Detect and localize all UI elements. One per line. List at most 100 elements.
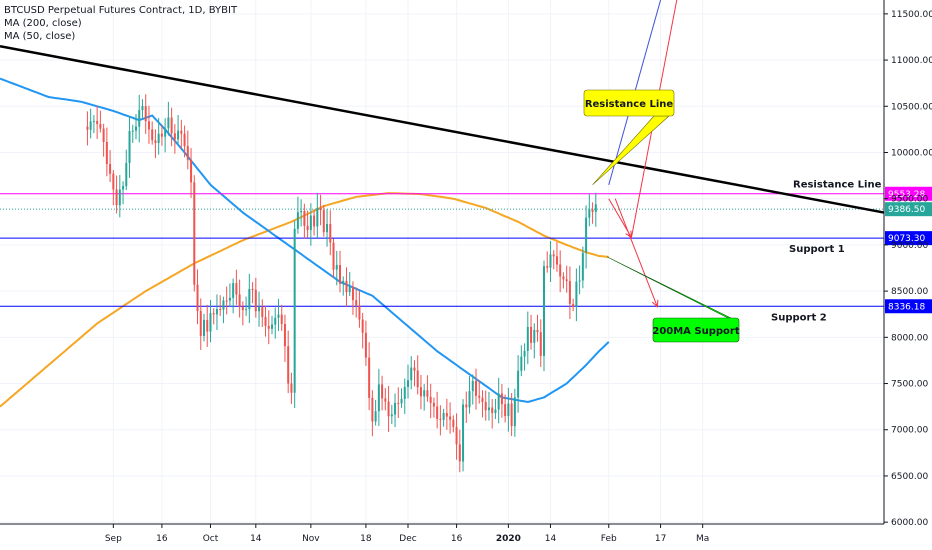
candle (500, 384, 503, 418)
candle-body (105, 141, 108, 165)
annotations: Resistance Line Resistance Line Support 1 S… (583, 89, 882, 343)
candle-body (232, 283, 235, 298)
candle-body (371, 397, 374, 422)
candle (423, 383, 426, 411)
projection-red-down-support2 (614, 198, 658, 308)
x-tick-label: 16 (156, 534, 168, 544)
y-tick-label: 6500.00 (891, 472, 928, 482)
y-tick-label: 9000.00 (891, 241, 928, 251)
last-price-tag-label: 9386.50 (888, 205, 925, 215)
candle-body (397, 402, 400, 404)
candle-body (112, 173, 115, 190)
candle-body (517, 370, 520, 398)
candle (167, 101, 170, 136)
candle (449, 402, 452, 434)
candle (222, 296, 225, 324)
candle-body (345, 280, 348, 293)
candle-body (248, 288, 251, 310)
candle (193, 175, 196, 292)
candle (585, 205, 588, 269)
candle-body (387, 401, 390, 417)
candle-body (575, 281, 578, 307)
candle (177, 115, 180, 145)
candle (520, 345, 523, 377)
candle (358, 290, 361, 328)
candle (86, 111, 89, 146)
candle (287, 330, 290, 394)
candle-body (235, 283, 238, 295)
candle-body (92, 120, 95, 122)
candle-body (283, 324, 286, 347)
candle (432, 397, 435, 418)
y-tick-label: 7000.00 (891, 426, 928, 436)
candle (455, 413, 458, 460)
candle (319, 194, 322, 226)
candle-body (413, 367, 416, 371)
candle-body (193, 182, 196, 285)
legend-ma50[interactable]: MA (50, close) (4, 31, 76, 42)
candle-body (115, 189, 118, 206)
candle (442, 408, 445, 427)
candle (300, 199, 303, 227)
legend-title[interactable]: BTCUSD Perpetual Futures Contract, 1D, B… (4, 5, 238, 16)
candle-body (546, 266, 549, 268)
projection-red-down-support2-arrow (651, 299, 659, 308)
candle-body (572, 303, 575, 307)
candle (536, 314, 539, 342)
support1-tag (885, 231, 932, 246)
candle-body (342, 280, 345, 284)
candles (86, 94, 597, 473)
candle (261, 299, 264, 327)
candle (368, 342, 371, 411)
candle-body (160, 133, 163, 137)
candle-body (439, 418, 442, 420)
candle (397, 387, 400, 418)
candle-body (416, 370, 419, 388)
candle (542, 260, 546, 372)
candle (507, 387, 510, 432)
candle (96, 106, 99, 139)
candle-body (442, 413, 445, 420)
candle-body (147, 121, 150, 130)
candle-body (86, 126, 89, 130)
candle-body (128, 131, 131, 164)
candle-body (591, 209, 594, 212)
candle-body (89, 121, 92, 130)
candle-body (316, 207, 319, 227)
candle (274, 307, 277, 339)
candle-body (306, 225, 309, 231)
candle-body (290, 383, 293, 393)
candle-body (270, 324, 274, 329)
candle (173, 124, 176, 154)
candle (109, 150, 112, 183)
y-tick-label: 10500.00 (891, 102, 932, 112)
candle (413, 360, 416, 387)
candle (497, 377, 500, 424)
candle-body (287, 346, 290, 384)
candle-body (462, 404, 465, 462)
candle (309, 203, 312, 246)
x-tick-label: 2020 (496, 534, 521, 544)
legend-ma200[interactable]: MA (200, close) (4, 18, 82, 29)
candle-body (274, 317, 277, 325)
candle (345, 267, 348, 308)
candle-body (96, 120, 99, 125)
candle-body (215, 308, 218, 315)
candle (510, 393, 513, 437)
candle-body (219, 308, 222, 310)
y-tick-label: 7500.00 (891, 380, 928, 390)
candle-body (500, 393, 503, 405)
candle (426, 375, 429, 402)
candle (390, 404, 393, 425)
candle-body (530, 326, 533, 343)
candle-body (449, 416, 452, 420)
candle-body (390, 414, 393, 417)
candle (212, 308, 215, 325)
y-tick-label: 8000.00 (891, 333, 928, 343)
candle (202, 313, 206, 342)
x-tick-label: 17 (655, 534, 666, 544)
candle-body (99, 124, 102, 129)
candle (105, 127, 108, 177)
candle (296, 196, 299, 234)
